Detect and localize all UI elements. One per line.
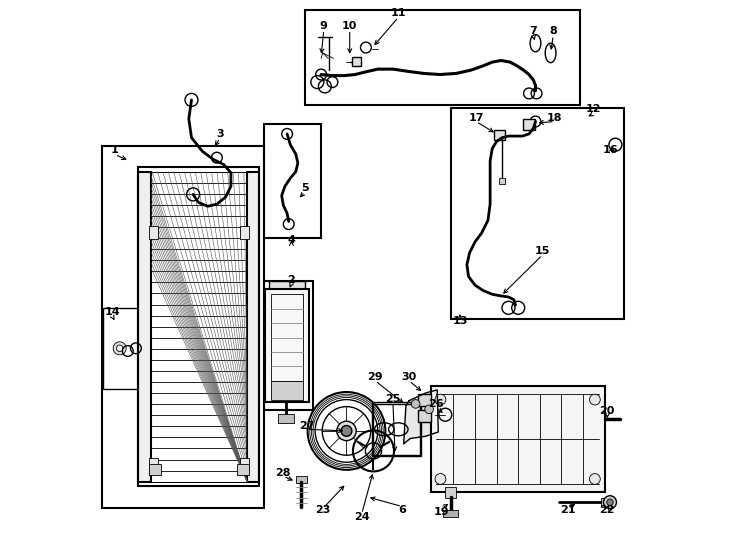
Circle shape bbox=[435, 474, 446, 484]
Bar bbox=[446, 487, 456, 498]
Bar bbox=[264, 124, 321, 238]
Text: 27: 27 bbox=[299, 421, 314, 430]
Bar bbox=[264, 281, 313, 410]
Text: 14: 14 bbox=[104, 307, 120, 317]
Text: 29: 29 bbox=[367, 372, 383, 382]
Bar bbox=[247, 172, 259, 482]
Text: 17: 17 bbox=[468, 113, 484, 123]
Bar bbox=[451, 108, 623, 319]
Bar bbox=[296, 476, 307, 483]
Bar bbox=[137, 167, 259, 486]
Bar bbox=[240, 226, 249, 239]
Text: 13: 13 bbox=[452, 316, 468, 326]
Bar bbox=[103, 146, 264, 508]
Text: 9: 9 bbox=[320, 21, 328, 31]
Bar bbox=[151, 172, 247, 482]
Text: 16: 16 bbox=[602, 145, 618, 155]
Text: 20: 20 bbox=[600, 407, 615, 416]
Text: 5: 5 bbox=[301, 183, 309, 193]
Bar bbox=[149, 464, 161, 475]
Text: 2: 2 bbox=[288, 275, 295, 285]
Bar bbox=[443, 510, 458, 517]
Text: 10: 10 bbox=[342, 21, 357, 31]
Bar bbox=[499, 178, 505, 184]
Circle shape bbox=[337, 421, 356, 441]
Text: 6: 6 bbox=[398, 505, 406, 515]
Circle shape bbox=[589, 474, 600, 484]
Bar bbox=[150, 458, 158, 471]
Text: 30: 30 bbox=[401, 372, 417, 382]
Text: 19: 19 bbox=[434, 507, 449, 517]
Bar bbox=[374, 404, 420, 455]
Bar bbox=[278, 414, 294, 423]
Text: 18: 18 bbox=[547, 113, 563, 123]
Bar bbox=[372, 402, 421, 456]
Text: 8: 8 bbox=[550, 26, 557, 36]
Bar bbox=[494, 130, 505, 140]
Bar bbox=[269, 281, 305, 291]
Bar bbox=[271, 381, 303, 400]
Bar bbox=[305, 10, 581, 105]
Text: 21: 21 bbox=[560, 505, 575, 515]
Text: 23: 23 bbox=[315, 505, 330, 515]
Text: 25: 25 bbox=[385, 394, 401, 403]
Bar bbox=[150, 226, 158, 239]
Bar bbox=[103, 308, 147, 389]
Text: 15: 15 bbox=[535, 246, 550, 256]
Bar bbox=[523, 119, 536, 130]
Polygon shape bbox=[404, 390, 438, 444]
Text: 12: 12 bbox=[586, 104, 602, 114]
Text: 11: 11 bbox=[390, 9, 406, 18]
Bar bbox=[418, 410, 431, 422]
Circle shape bbox=[341, 426, 352, 436]
Text: 4: 4 bbox=[288, 235, 295, 245]
Circle shape bbox=[435, 394, 446, 405]
Text: 7: 7 bbox=[529, 26, 537, 36]
Wedge shape bbox=[113, 342, 126, 355]
Bar bbox=[418, 394, 431, 406]
Bar bbox=[240, 458, 249, 471]
Text: 24: 24 bbox=[354, 512, 369, 522]
Text: 22: 22 bbox=[600, 505, 615, 515]
Bar bbox=[601, 498, 606, 507]
Circle shape bbox=[411, 400, 420, 408]
Text: 1: 1 bbox=[111, 145, 119, 155]
Bar bbox=[352, 57, 360, 66]
Bar bbox=[266, 289, 309, 402]
Text: 26: 26 bbox=[429, 399, 444, 409]
Circle shape bbox=[425, 405, 433, 414]
Bar bbox=[137, 172, 151, 482]
Circle shape bbox=[607, 499, 613, 505]
Bar bbox=[237, 464, 250, 475]
Text: 28: 28 bbox=[275, 468, 291, 477]
Circle shape bbox=[603, 496, 617, 509]
Text: 3: 3 bbox=[217, 129, 224, 139]
Bar bbox=[431, 386, 605, 492]
Circle shape bbox=[589, 394, 600, 405]
Bar bbox=[271, 294, 303, 381]
